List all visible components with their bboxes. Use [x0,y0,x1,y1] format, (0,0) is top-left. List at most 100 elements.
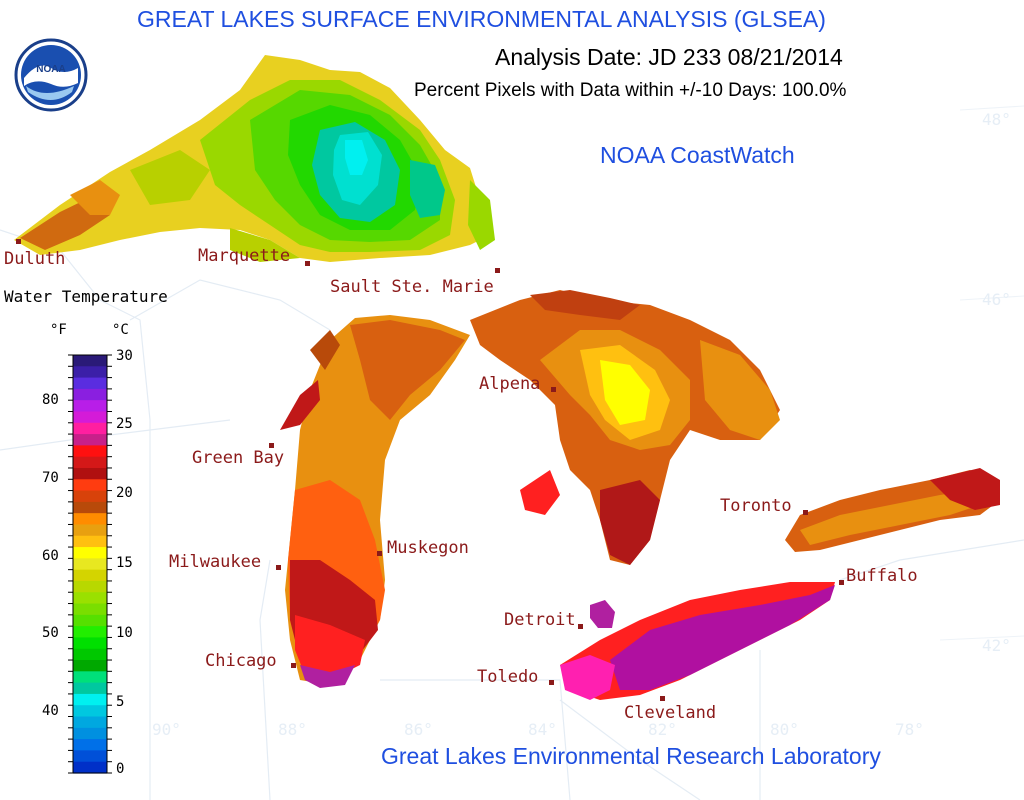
legend-color-swatch [73,637,107,650]
city-marker-duluth [16,239,21,244]
city-marker-green-bay [269,443,274,448]
legend-c-tick-0: 0 [116,761,125,777]
legend-color-swatch [73,467,107,480]
legend-color-swatch [73,366,107,379]
city-marker-alpena [551,387,556,392]
city-label-toronto: Toronto [720,496,792,516]
legend-color-swatch [73,377,107,390]
percent-pixels: Percent Pixels with Data within +/-10 Da… [414,80,847,101]
legend-color-swatch [73,705,107,718]
legend-c-tick-30: 30 [116,348,133,364]
legend-color-swatch [73,580,107,593]
footer-lab: Great Lakes Environmental Research Labor… [381,743,881,769]
legend-color-swatch [73,739,107,752]
legend-title: Water Temperature [4,287,168,306]
noaa-logo: NOAA [14,38,88,112]
legend-color-swatch [73,400,107,413]
legend-color-swatch [73,614,107,627]
lon-label-88: 88° [278,720,307,739]
lake-st-clair [590,600,615,628]
legend-color-swatch [73,524,107,537]
legend-color-swatch [73,434,107,446]
lake-michigan [280,315,470,688]
lake-huron [470,290,780,565]
legend-color-swatch [73,501,107,514]
legend-f-tick-60: 60 [42,548,59,564]
city-label-muskegon: Muskegon [387,538,469,558]
city-marker-toledo [549,680,554,685]
city-label-buffalo: Buffalo [846,566,918,586]
city-marker-sault [495,268,500,273]
legend-color-swatch [73,660,107,672]
lon-label-82: 82° [648,720,677,739]
city-marker-milwaukee [276,565,281,570]
legend-c-tick-15: 15 [116,555,133,571]
lon-label-84: 84° [528,720,557,739]
legend-c-tick-20: 20 [116,485,133,501]
city-marker-muskegon [377,551,382,556]
legend-color-swatch [73,761,107,774]
legend-color-swatch [73,558,107,571]
legend-color-swatch [73,513,107,526]
city-marker-cleveland [660,696,665,701]
noaa-coastwatch: NOAA CoastWatch [600,142,795,168]
legend-color-swatch [73,355,107,367]
legend-c-tick-10: 10 [116,625,133,641]
legend-color-swatch [73,727,107,740]
legend-color-swatch [73,388,107,401]
legend-color-swatch [73,671,107,684]
legend-unit-f: °F [50,322,67,338]
legend-frame [72,354,108,774]
legend-color-swatch [73,682,107,695]
graticule-lines [939,105,1024,641]
legend-color-swatch [73,626,107,639]
city-marker-toronto [803,510,808,515]
legend-color-swatch [73,479,107,492]
city-label-detroit: Detroit [504,610,576,630]
legend-color-swatch [73,750,107,763]
city-label-marquette: Marquette [198,246,291,266]
legend-c-tick-25: 25 [116,416,133,432]
legend-color-swatch [73,456,107,469]
legend-color-swatch [73,693,107,706]
lake-erie [560,582,835,700]
lat-label-46: 46° [982,290,1011,309]
lake-ontario [785,468,1000,552]
legend-color-swatch [73,411,107,424]
noaa-logo-text: NOAA [36,64,66,75]
city-label-cleveland: Cleveland [624,703,717,723]
legend-color-swatch [73,490,107,503]
legend-f-tick-40: 40 [42,703,59,719]
legend-color-swatch [73,592,107,605]
city-label-toledo: Toledo [477,667,539,687]
lon-label-78: 78° [895,720,924,739]
lat-label-42: 42° [982,636,1011,655]
legend-color-swatch [73,569,107,582]
lat-label-48: 48° [982,110,1011,129]
city-label-green-bay: Green Bay [192,448,285,468]
legend-f-tick-70: 70 [42,470,59,486]
city-marker-marquette [305,261,310,266]
legend-color-swatch [73,422,107,435]
temperature-color-scale [68,354,112,774]
noaa-logo-icon [14,38,88,112]
legend-c-tick-5: 5 [116,694,125,710]
lake-superior [14,55,495,262]
legend-f-tick-50: 50 [42,625,59,641]
legend-color-swatch [73,716,107,729]
legend-color-swatch [73,547,107,559]
legend-color-swatch [73,445,107,458]
legend-color-swatch [73,535,107,548]
city-marker-buffalo [839,580,844,585]
lon-label-90: 90° [152,720,181,739]
city-label-sault: Sault Ste. Marie [330,277,494,297]
page-title: GREAT LAKES SURFACE ENVIRONMENTAL ANALYS… [137,6,826,32]
legend-unit-c: °C [112,322,129,338]
city-label-duluth: Duluth [4,249,66,269]
legend-color-swatch [73,648,107,661]
state-borders [0,229,1024,800]
city-label-chicago: Chicago [205,651,277,671]
city-label-milwaukee: Milwaukee [169,552,262,572]
lon-label-86: 86° [404,720,433,739]
